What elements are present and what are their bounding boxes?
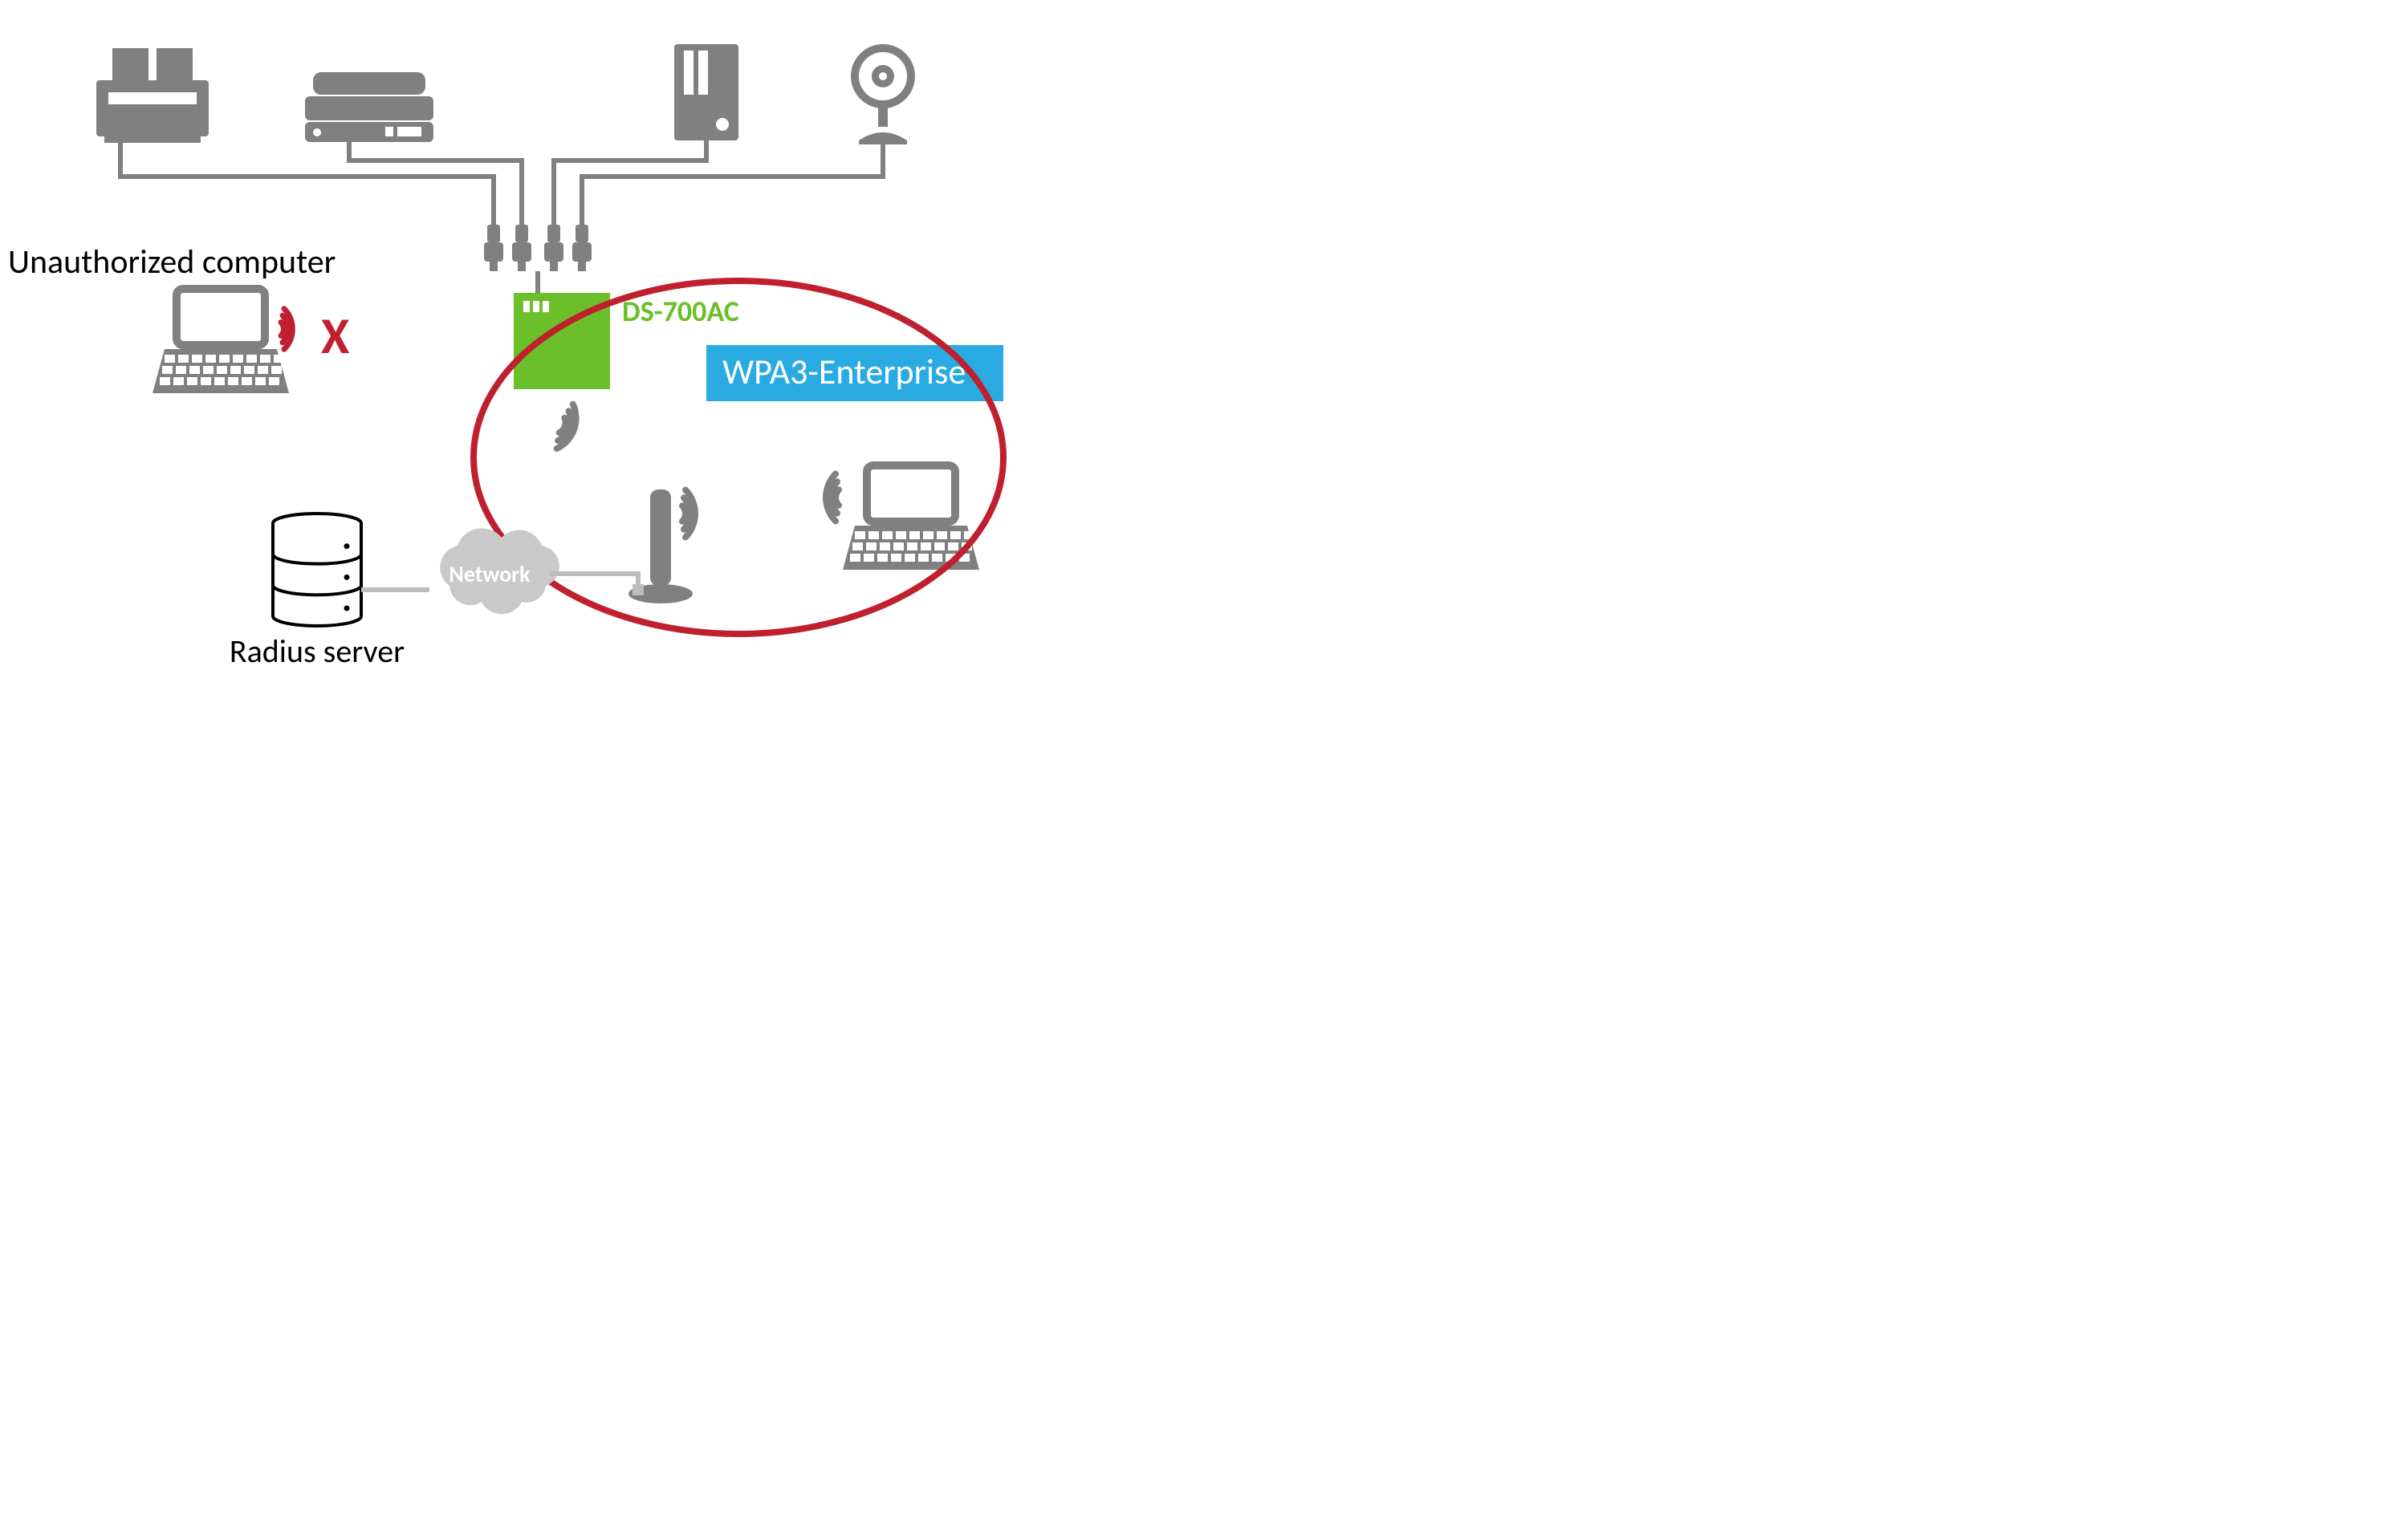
webcam-icon: [855, 48, 911, 144]
network-cloud-icon: Network: [440, 528, 559, 614]
deny-x-icon: X: [321, 305, 350, 368]
radius-server-label: Radius server: [230, 632, 405, 671]
device-label: DS-700AC: [622, 294, 739, 329]
wifi-unauthorized-icon: [281, 309, 292, 349]
tower-device-icon: [674, 44, 738, 140]
scanner-icon: [305, 72, 433, 142]
wpa3-badge-label: WPA3-Enterprise: [722, 350, 966, 393]
unauthorized-label: Unauthorized computer: [8, 242, 336, 282]
radius-server-icon: [273, 514, 361, 626]
unauthorized-laptop-icon: [153, 289, 289, 393]
wifi-laptop-icon: [826, 474, 839, 522]
wifi-device-icon: [554, 403, 582, 452]
svg-text:Network: Network: [449, 560, 531, 588]
printer-icon: [96, 48, 209, 143]
